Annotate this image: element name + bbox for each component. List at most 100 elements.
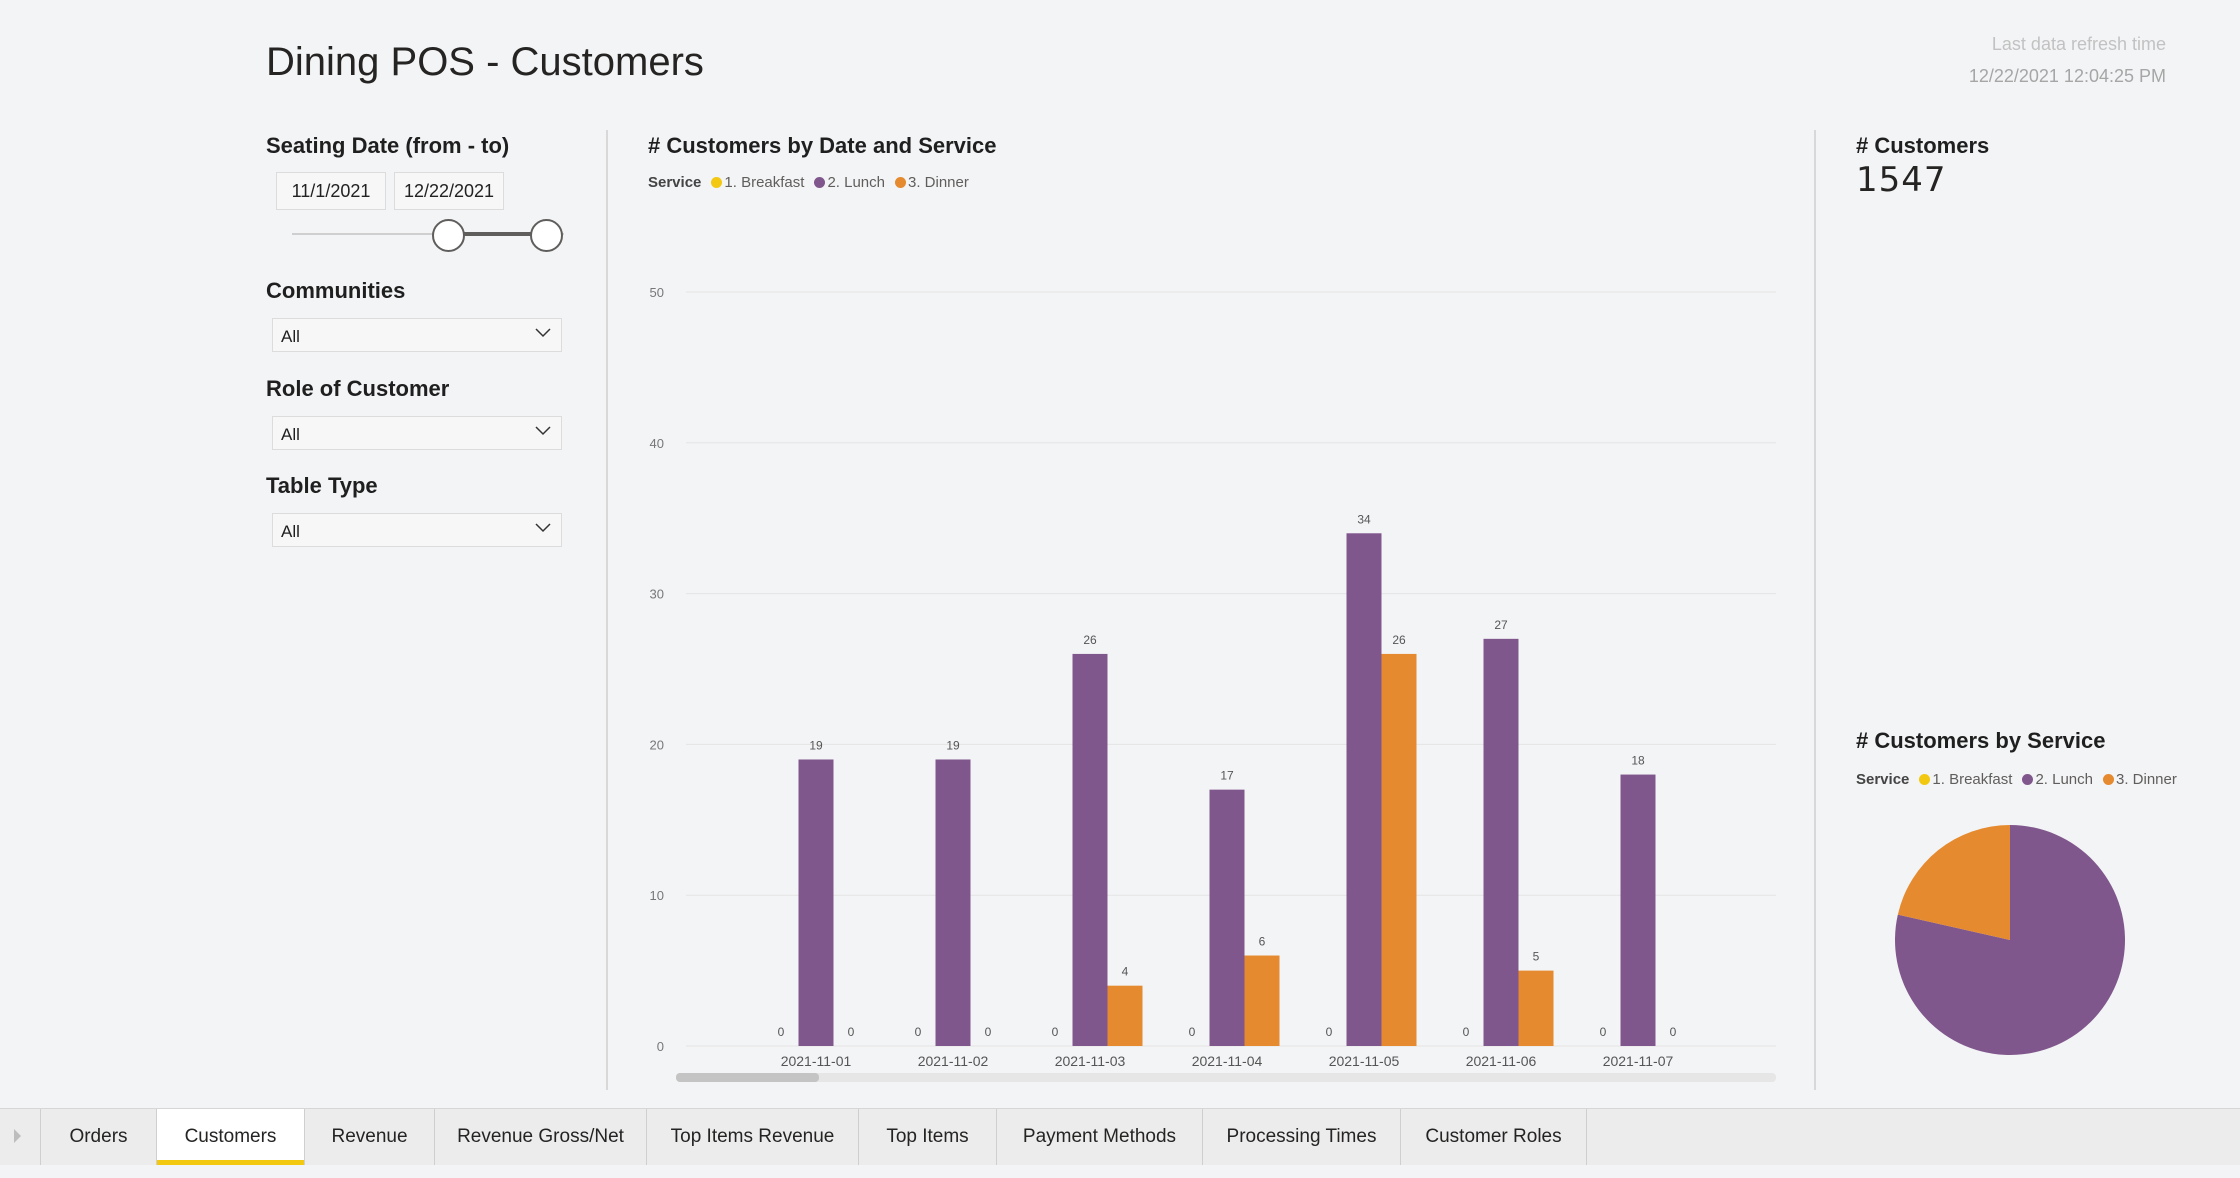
tab-top-items[interactable]: Top Items [858, 1109, 996, 1165]
kpi-value: 1547 [1856, 160, 1947, 200]
bar-chart[interactable]: 0102030405001902021-11-0101902021-11-020… [620, 270, 1790, 1090]
chart-scroll-thumb[interactable] [676, 1073, 819, 1082]
date-from-input[interactable]: 11/1/2021 [276, 172, 386, 210]
legend-dot-breakfast [711, 177, 723, 188]
legend-label: 3. Dinner [907, 174, 969, 191]
data-label: 19 [809, 738, 823, 752]
data-label: 26 [1083, 633, 1097, 647]
data-label: 4 [1122, 965, 1129, 979]
bar-lunch[interactable] [935, 759, 971, 1046]
data-label: 18 [1631, 754, 1645, 768]
date-range-start-handle[interactable] [432, 219, 466, 252]
bar-lunch[interactable] [1072, 653, 1108, 1046]
x-tick-label: 2021-11-04 [1192, 1053, 1263, 1069]
data-label: 34 [1357, 512, 1371, 526]
legend-title: Service [1856, 771, 1910, 788]
data-label: 0 [1326, 1025, 1333, 1039]
data-label: 0 [1189, 1025, 1196, 1039]
bar-dinner[interactable] [1381, 653, 1417, 1046]
data-label: 0 [1463, 1025, 1470, 1039]
tab-top-items-revenue[interactable]: Top Items Revenue [646, 1109, 858, 1165]
legend-label: 2. Lunch [2035, 771, 2093, 788]
x-tick-label: 2021-11-05 [1329, 1053, 1400, 1069]
communities-dropdown[interactable]: All [272, 318, 562, 352]
kpi-title: # Customers [1856, 133, 1990, 158]
tab-payment-methods[interactable]: Payment Methods [996, 1109, 1202, 1165]
legend-dot-breakfast [1919, 774, 1931, 785]
legend-item-lunch[interactable]: 2. Lunch [814, 174, 885, 191]
data-label: 17 [1220, 769, 1234, 783]
tab-processing-times[interactable]: Processing Times [1202, 1109, 1400, 1165]
table-type-title: Table Type [266, 473, 378, 498]
legend-item-lunch[interactable]: 2. Lunch [2022, 771, 2093, 788]
x-tick-label: 2021-11-07 [1603, 1053, 1674, 1069]
legend-title: Service [648, 174, 702, 191]
y-tick-label: 40 [650, 436, 664, 451]
legend-label: 1. Breakfast [724, 174, 805, 191]
chevron-down-icon [535, 523, 551, 533]
tab-revenue[interactable]: Revenue [304, 1109, 434, 1165]
page-tab-bar: Orders Customers Revenue Revenue Gross/Net T… [0, 1108, 2240, 1165]
date-range-track[interactable] [292, 233, 564, 235]
legend-item-breakfast[interactable]: 1. Breakfast [1919, 771, 2012, 788]
data-label: 0 [985, 1025, 992, 1039]
tab-orders[interactable]: Orders [40, 1109, 156, 1165]
data-label: 0 [1670, 1025, 1677, 1039]
x-tick-label: 2021-11-02 [918, 1053, 989, 1069]
legend-dot-lunch [2022, 774, 2034, 785]
bar-chart-legend: Service 1. Breakfast 2. Lunch 3. Dinner [648, 174, 973, 191]
bar-lunch[interactable] [1483, 638, 1519, 1046]
legend-dot-lunch [814, 177, 826, 188]
data-label: 6 [1259, 935, 1266, 949]
y-tick-label: 10 [650, 888, 664, 903]
bar-lunch[interactable] [1209, 789, 1245, 1046]
date-range-fill [447, 232, 545, 236]
table-type-dropdown[interactable]: All [272, 513, 562, 547]
pie-chart-legend: Service 1. Breakfast 2. Lunch 3. Dinner [1856, 771, 2181, 788]
bar-dinner[interactable] [1244, 955, 1280, 1046]
y-tick-label: 30 [650, 587, 664, 602]
legend-dot-dinner [2102, 774, 2114, 785]
y-tick-label: 20 [650, 737, 664, 752]
chevron-down-icon [535, 328, 551, 338]
legend-item-dinner[interactable]: 3. Dinner [894, 174, 969, 191]
page-title: Dining POS - Customers [266, 40, 704, 84]
pie-chart[interactable] [1880, 816, 2140, 1076]
bar-lunch[interactable] [1620, 774, 1656, 1046]
data-label: 0 [915, 1025, 922, 1039]
data-label: 0 [848, 1025, 855, 1039]
data-label: 0 [1052, 1025, 1059, 1039]
legend-label: 1. Breakfast [1932, 771, 2013, 788]
tab-scroll-left-icon[interactable] [14, 1129, 21, 1143]
pie-chart-title: # Customers by Service [1856, 728, 2106, 753]
panel-divider [606, 130, 608, 1090]
tab-customer-roles[interactable]: Customer Roles [1400, 1109, 1586, 1165]
pie-slice-dinner[interactable] [1897, 825, 2010, 940]
date-range-end-handle[interactable] [529, 219, 563, 252]
bar-lunch[interactable] [1346, 533, 1382, 1046]
date-to-input[interactable]: 12/22/2021 [394, 172, 504, 210]
tab-customers[interactable]: Customers [156, 1109, 304, 1165]
legend-item-breakfast[interactable]: 1. Breakfast [711, 174, 804, 191]
legend-label: 3. Dinner [2115, 771, 2177, 788]
y-tick-label: 0 [657, 1039, 664, 1054]
role-dropdown[interactable]: All [272, 416, 562, 450]
legend-item-dinner[interactable]: 3. Dinner [2102, 771, 2177, 788]
chart-scroll-track[interactable] [676, 1073, 1776, 1082]
bar-dinner[interactable] [1107, 985, 1143, 1046]
data-label: 0 [778, 1025, 785, 1039]
tab-bar-end [1586, 1109, 1587, 1165]
legend-dot-dinner [894, 177, 906, 188]
communities-value: All [281, 327, 300, 346]
refresh-time-label: Last data refresh time [1991, 34, 2166, 54]
data-label: 0 [1600, 1025, 1607, 1039]
tab-revenue-gross-net[interactable]: Revenue Gross/Net [434, 1109, 646, 1165]
data-label: 19 [946, 738, 960, 752]
bar-chart-title: # Customers by Date and Service [648, 133, 997, 158]
bar-dinner[interactable] [1518, 970, 1554, 1046]
data-label: 27 [1494, 618, 1508, 632]
legend-label: 2. Lunch [827, 174, 885, 191]
bar-lunch[interactable] [798, 759, 834, 1046]
x-tick-label: 2021-11-01 [781, 1053, 852, 1069]
x-tick-label: 2021-11-06 [1466, 1053, 1537, 1069]
